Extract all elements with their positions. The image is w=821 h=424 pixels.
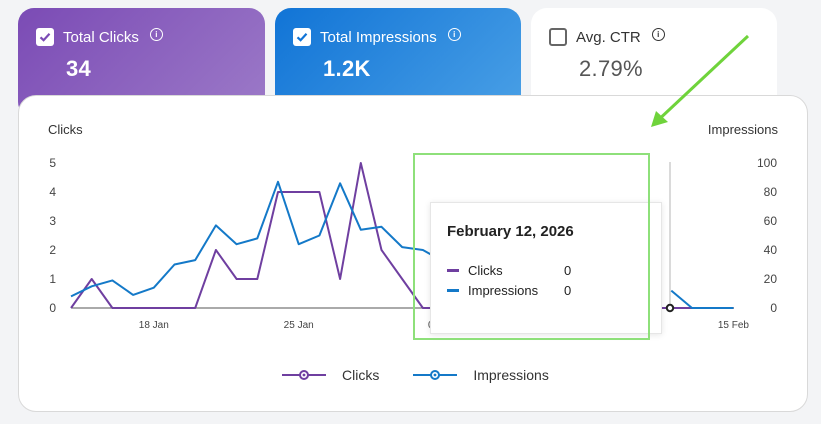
clicks-checkbox[interactable]	[36, 28, 54, 46]
tooltip-date: February 12, 2026	[447, 223, 574, 240]
y-right-tick-label: 80	[764, 185, 778, 199]
y-left-tick-label: 2	[49, 243, 56, 257]
y-left-tick-label: 0	[49, 301, 56, 315]
y-left-tick-label: 5	[49, 156, 56, 170]
legend-item-clicks[interactable]: Clicks	[282, 367, 379, 383]
hover-point-marker	[665, 303, 675, 313]
impressions-swatch	[447, 288, 459, 292]
annotation-arrow	[652, 34, 750, 126]
info-icon[interactable]: i	[651, 27, 665, 41]
impressions-checkbox[interactable]	[293, 28, 311, 46]
y-axis-right-title: Impressions	[708, 122, 779, 137]
legend-impressions-label: Impressions	[473, 367, 549, 383]
total-impressions-label: Total Impressions	[320, 28, 437, 46]
x-tick-label: 25 Jan	[284, 320, 314, 331]
y-right-tick-label: 100	[757, 156, 777, 170]
total-impressions-value: 1.2K	[323, 56, 371, 81]
highlight-box	[413, 153, 650, 340]
y-right-tick-label: 20	[764, 272, 778, 286]
ctr-checkbox[interactable]	[549, 28, 567, 46]
y-left-tick-label: 4	[49, 185, 56, 199]
total-clicks-value: 34	[66, 56, 92, 81]
y-right-tick-label: 40	[764, 243, 778, 257]
legend-impressions-marker	[413, 370, 458, 380]
y-left-tick-label: 1	[49, 272, 56, 286]
avg-ctr-label: Avg. CTR	[576, 28, 641, 46]
clicks-swatch	[447, 268, 459, 272]
tooltip-clicks-value: 0	[564, 262, 572, 278]
y-axis-left-title: Clicks	[48, 122, 83, 137]
chart-tooltip: February 12, 2026 Clicks 0 Impressions 0	[430, 202, 662, 334]
tooltip-row-impressions: Impressions 0	[447, 280, 645, 300]
legend-item-impressions[interactable]: Impressions	[413, 367, 549, 383]
legend-clicks-label: Clicks	[342, 367, 380, 383]
info-icon[interactable]: i	[149, 27, 163, 41]
tooltip-impressions-label: Impressions	[468, 282, 539, 298]
annotation-arrow-head	[651, 111, 668, 127]
y-left-tick-label: 3	[49, 214, 56, 228]
x-tick-label: 18 Jan	[139, 320, 169, 331]
avg-ctr-value: 2.79%	[579, 56, 643, 81]
chart-legend: Clicks Impressions	[282, 367, 583, 383]
check-icon	[296, 33, 308, 42]
tooltip-clicks-label: Clicks	[468, 262, 503, 278]
tooltip-row-clicks: Clicks 0	[447, 260, 645, 280]
info-icon[interactable]: i	[447, 27, 461, 41]
x-tick-label: 15 Feb	[718, 320, 750, 331]
series-line-impressions	[70, 180, 734, 309]
total-clicks-label: Total Clicks	[63, 28, 139, 46]
check-icon	[39, 33, 51, 42]
legend-clicks-marker	[282, 370, 326, 380]
y-right-tick-label: 60	[764, 214, 778, 228]
tooltip-impressions-value: 0	[564, 282, 572, 298]
y-right-tick-label: 0	[770, 301, 777, 315]
